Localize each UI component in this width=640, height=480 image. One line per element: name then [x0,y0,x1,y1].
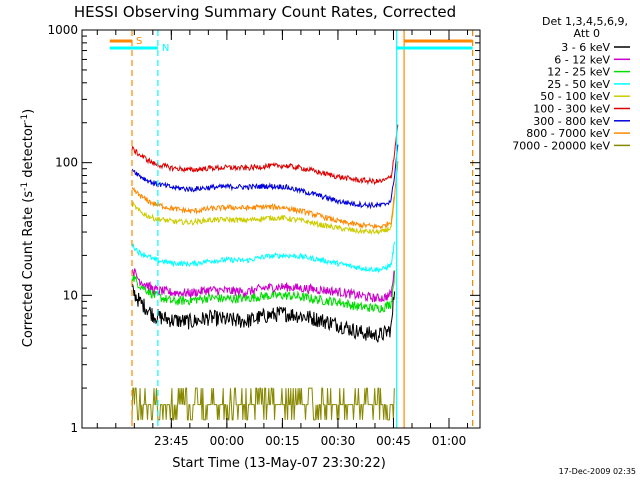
y-tick-label-2: 100 [55,156,78,170]
legend-label-0: 3 - 6 keV [561,41,610,54]
series-line-8 [131,387,395,421]
series-line-5 [131,124,399,186]
series-layer [131,124,399,421]
legend-label-1: 6 - 12 keV [554,53,610,66]
legend-label-8: 7000 - 20000 keV [512,139,610,152]
legend-label-5: 100 - 300 keV [533,103,610,116]
x-tick-label-5: 01:00 [432,434,467,448]
x-tick-label-2: 00:15 [265,434,300,448]
axes-frame [81,29,481,429]
y-tick-label-3: 1000 [47,23,78,37]
chart-title: HESSI Observing Summary Count Rates, Cor… [74,3,456,21]
legend-header-line2: Att 0 [574,27,600,40]
y-axis-label-sup1: -1 [20,182,30,191]
x-tick-label-0: 23:45 [154,434,189,448]
state-bar-label-2: N [162,43,169,54]
legend-label-3: 25 - 50 keV [547,78,610,91]
markers-layer: SN [109,30,474,428]
state-bar-label-0: S [136,36,142,47]
y-axis-label-part1: Corrected Count Rate (s [21,191,36,348]
axes-layer: 1 10 100 1000 23:45 00:00 00:15 00:30 00:45 01:00 [47,23,481,448]
y-axis-label-sup2: -1 [20,114,30,123]
legend-label-6: 300 - 800 keV [533,115,610,128]
legend-label-4: 50 - 100 keV [540,90,610,103]
series-line-2 [131,270,396,313]
y-axis-label-part3: ) [21,109,36,114]
legend-label-2: 12 - 25 keV [547,66,610,79]
x-axis-label: Start Time (13-May-07 23:30:22) [172,456,386,471]
series-line-6 [131,144,399,210]
series-line-3 [131,241,396,274]
date-stamp: 17-Dec-2009 02:35 [559,467,636,476]
legend-label-7: 800 - 7000 keV [526,127,610,140]
y-tick-label-1: 10 [63,288,78,302]
series-line-4 [131,197,396,236]
series-line-1 [131,268,396,303]
y-axis-label: Corrected Count Rate (s-1 detector-1) [20,109,36,347]
y-axis-label-part2: detector [21,122,36,182]
x-tick-label-3: 00:30 [321,434,356,448]
series-line-7 [131,161,399,230]
series-line-0 [131,283,396,343]
x-tick-label-1: 00:00 [210,434,245,448]
x-tick-label-4: 00:45 [376,434,411,448]
legend-header-line1: Det 1,3,4,5,6,9, [542,15,628,28]
y-tick-label-0: 1 [70,421,78,435]
